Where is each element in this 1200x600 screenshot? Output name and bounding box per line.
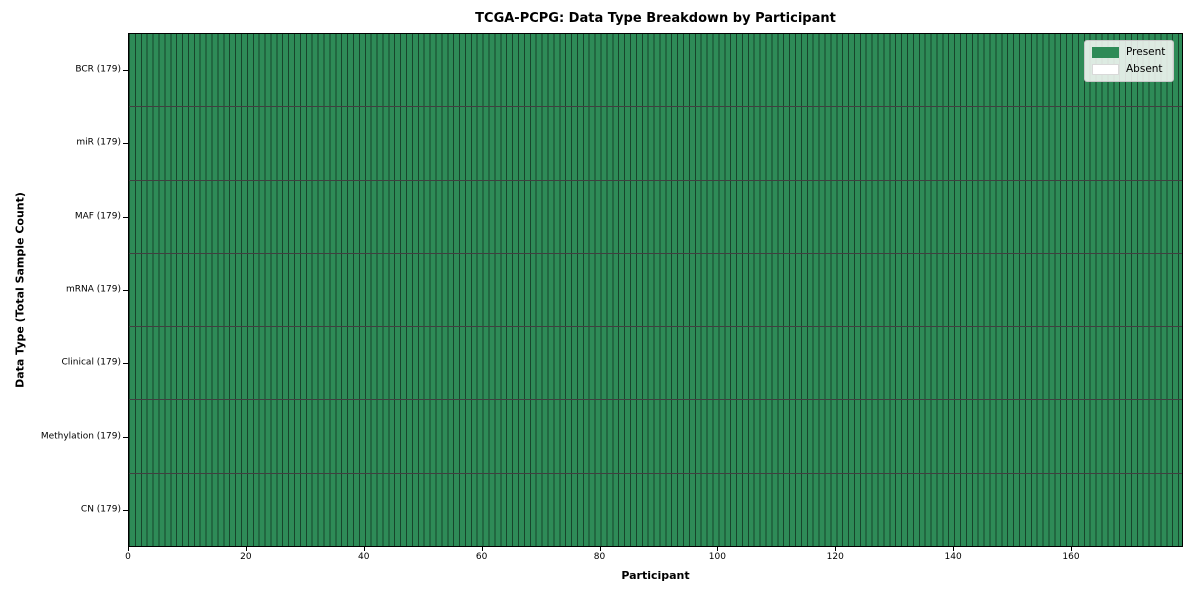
x-tick-label: 60	[475, 552, 488, 562]
x-axis-label: Participant	[621, 569, 690, 582]
heatmap-row-present-cells	[129, 34, 1182, 107]
heatmap-row-present-cells	[129, 400, 1182, 473]
x-tick-label: 140	[944, 552, 962, 562]
heatmap-row	[129, 107, 1182, 181]
heatmap-row-present-cells	[129, 180, 1182, 253]
x-tick-mark	[128, 547, 129, 551]
heatmap-row	[129, 473, 1182, 546]
legend-swatch-absent-icon	[1092, 64, 1119, 75]
y-tick-label: CN (179)	[80, 504, 121, 515]
y-tick-mark	[123, 436, 128, 438]
chart-title: TCGA-PCPG: Data Type Breakdown by Partic…	[475, 11, 836, 26]
x-tick-mark	[835, 547, 837, 551]
x-tick-label: 20	[240, 552, 252, 562]
y-tick-label: miR (179)	[76, 137, 121, 148]
x-tick-mark	[1071, 547, 1073, 551]
y-tick-mark	[123, 143, 128, 145]
legend-item: Absent	[1092, 63, 1165, 76]
y-tick-label: Methylation (179)	[40, 431, 121, 442]
legend-label: Present	[1126, 46, 1166, 58]
x-tick-mark	[599, 547, 601, 551]
x-tick-mark	[481, 547, 483, 551]
heatmap-row-present-cells	[129, 327, 1182, 400]
y-tick-label: BCR (179)	[75, 64, 121, 75]
legend-item: Present	[1092, 46, 1165, 59]
heatmap-row-present-cells	[129, 107, 1182, 180]
heatmap-row	[129, 180, 1182, 254]
y-tick-label: MAF (179)	[74, 211, 121, 222]
x-tick-mark	[363, 547, 365, 551]
x-tick-label: 160	[1062, 552, 1080, 562]
x-tick-label: 120	[826, 552, 844, 562]
y-tick-label: mRNA (179)	[66, 284, 121, 295]
heatmap-row	[129, 327, 1182, 401]
y-tick-mark	[123, 290, 128, 291]
y-tick-mark	[123, 69, 128, 71]
y-tick-mark	[123, 216, 128, 218]
legend-swatch-present-icon	[1092, 47, 1119, 58]
x-tick-mark	[717, 547, 719, 551]
x-tick-label: 100	[708, 552, 726, 562]
x-tick-mark	[245, 547, 247, 551]
legend: Present Absent	[1084, 40, 1175, 82]
x-tick-label: 0	[125, 552, 131, 562]
x-tick-label: 80	[593, 552, 606, 562]
x-tick-label: 40	[358, 552, 370, 562]
legend-label: Absent	[1126, 63, 1163, 75]
heatmap-row-present-cells	[129, 473, 1182, 546]
x-tick-mark	[953, 547, 955, 551]
y-tick-label: Clinical (179)	[61, 357, 121, 368]
y-tick-mark	[123, 510, 128, 512]
heatmap-row-present-cells	[129, 253, 1182, 327]
heatmap-row	[129, 34, 1182, 108]
heatmap-row	[129, 400, 1182, 474]
heatmap-row	[129, 253, 1182, 328]
plot-area	[128, 33, 1183, 547]
y-tick-mark	[123, 363, 128, 365]
